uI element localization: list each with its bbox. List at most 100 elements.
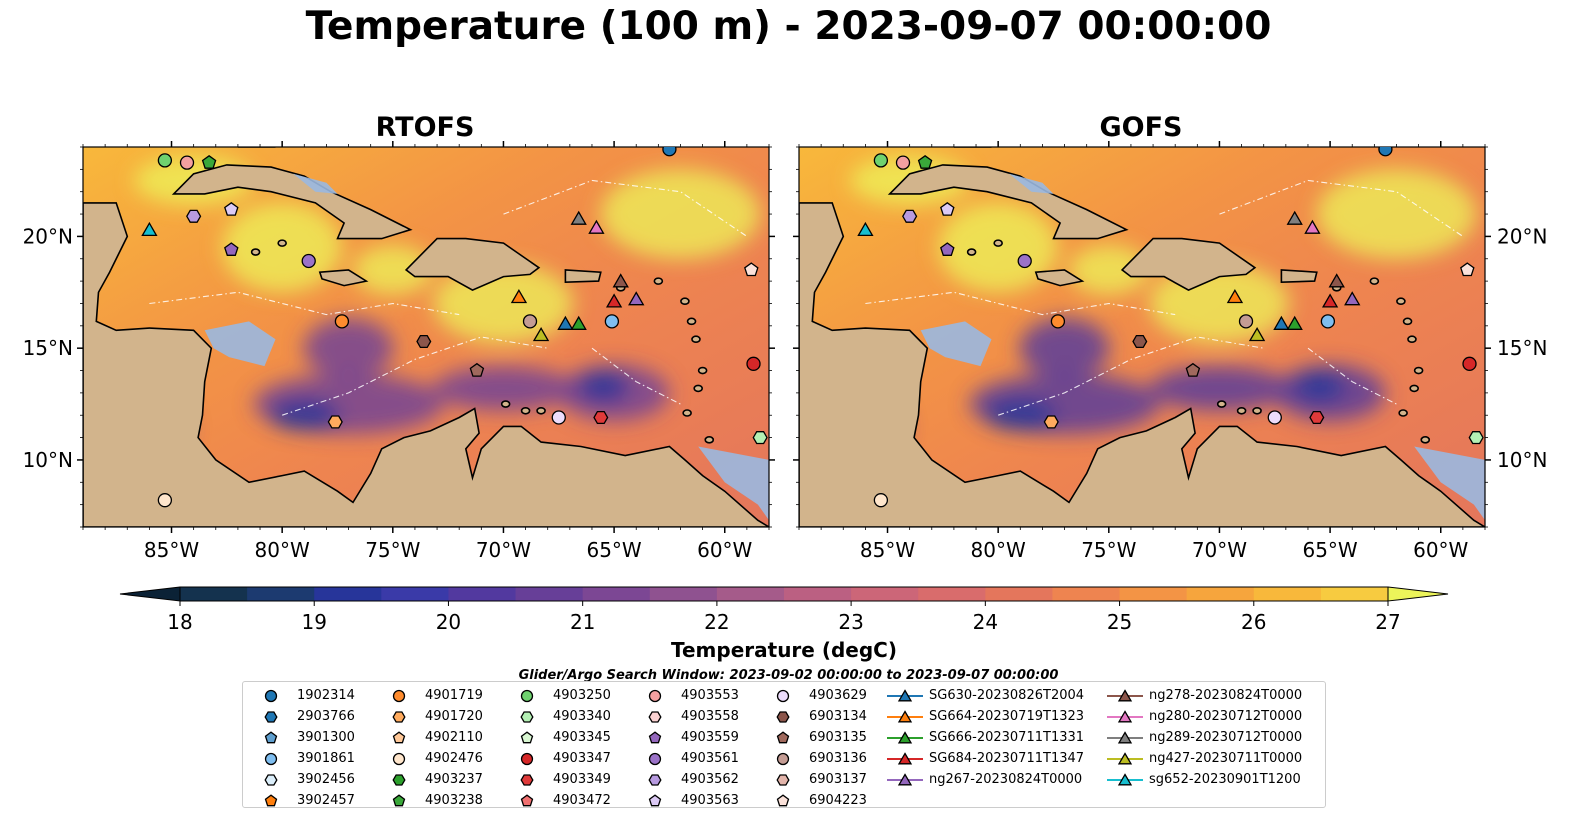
marker-ng427-20230711T0000 — [1248, 327, 1266, 342]
legend-label: 3901861 — [297, 751, 355, 766]
marker-SG630-20230826T2004 — [557, 315, 574, 330]
jamaica — [1034, 269, 1085, 287]
marker-4902476 — [873, 493, 889, 508]
legend-label: 4903559 — [681, 730, 739, 745]
x-tick-label: 85°W — [860, 538, 915, 562]
legend-marker — [520, 752, 534, 766]
colorbar-segment — [180, 587, 248, 601]
marker-4901720 — [1043, 415, 1059, 429]
legend-label: 4902476 — [425, 751, 483, 766]
legend-label: 1902314 — [297, 688, 355, 703]
marker-4903563 — [940, 201, 955, 216]
marker-1902314 — [662, 147, 677, 157]
legend-label: ng278-20230824T0000 — [1149, 688, 1303, 703]
marker-SG664-20230719T1323 — [510, 289, 528, 304]
colorbar-segment — [1253, 587, 1322, 601]
colorbar-segment — [1052, 587, 1121, 601]
shallow-shelf-gofs — [920, 173, 1485, 521]
marker-ng280-20230712T0000 — [1304, 219, 1321, 234]
legend-label: 3902457 — [297, 793, 355, 808]
legend-label: 4903347 — [553, 751, 611, 766]
colorbar-tick-label: 26 — [1241, 610, 1266, 634]
colorbar-tick-label: 27 — [1375, 610, 1400, 634]
marker-sg652-20230901T1200 — [857, 221, 874, 237]
legend-label: 4902110 — [425, 730, 483, 745]
colorbar-segment — [851, 587, 919, 601]
legend-label: 4903340 — [553, 709, 611, 724]
x-tick-label: 80°W — [255, 538, 310, 562]
marker-ng289-20230712T0000 — [1286, 210, 1303, 225]
marker-4903553 — [179, 155, 195, 170]
jamaica — [318, 269, 369, 287]
legend-marker — [392, 689, 406, 703]
marker-SG684-20230711T1347 — [605, 293, 623, 308]
marker-6904223 — [1460, 262, 1475, 277]
legend-label: 4903345 — [553, 730, 611, 745]
marker-4903250 — [873, 153, 889, 168]
legend-label: 4903629 — [809, 688, 867, 703]
marker-4903553 — [895, 155, 911, 170]
legend-label: 4903238 — [425, 793, 483, 808]
marker-SG666-20230711T1331 — [570, 315, 587, 330]
legend-marker — [520, 711, 534, 723]
marker-4901719 — [1050, 314, 1066, 329]
legend-label: ng427-20230711T0000 — [1149, 751, 1303, 766]
marker-3901861 — [604, 314, 620, 329]
marker-4903563 — [224, 201, 239, 216]
marker-6903136 — [522, 314, 538, 329]
cuba — [171, 164, 413, 240]
hispaniola — [1120, 237, 1257, 291]
marker-6903136 — [1238, 314, 1254, 329]
y-tick-label: 15°N — [1497, 336, 1547, 360]
shallow-shelf-rtofs — [204, 173, 769, 521]
legend-label: 4903250 — [553, 688, 611, 703]
legend-marker — [264, 752, 278, 766]
legend-marker — [897, 710, 913, 723]
marker-4903349 — [1309, 410, 1325, 425]
colorbar-tick-label: 18 — [167, 610, 192, 634]
legend-label: 2903766 — [297, 709, 355, 724]
colorbar-tick-label: 19 — [301, 610, 326, 634]
marker-4903250 — [157, 153, 173, 168]
legend: 1902314 2903766 3901300 3901861 3902456 39024… — [242, 681, 1326, 808]
legend-marker — [1117, 773, 1133, 786]
legend-marker — [648, 711, 662, 723]
colorbar-tick-label: 20 — [436, 610, 461, 634]
legend-label: 4901720 — [425, 709, 483, 724]
mainland — [83, 202, 769, 527]
colorbar-segment — [918, 587, 986, 601]
colorbar-segment — [247, 587, 315, 601]
legend-label: SG684-20230711T1347 — [929, 751, 1085, 766]
marker-SG684-20230711T1347 — [1321, 293, 1339, 308]
legend-label: ng280-20230712T0000 — [1149, 709, 1303, 724]
colorbar-tick-label: 25 — [1107, 610, 1132, 634]
legend-marker — [776, 731, 790, 744]
legend-marker — [776, 794, 790, 807]
figure-title: Temperature (100 m) - 2023-09-07 00:00:0… — [305, 4, 1272, 49]
legend-label: ng289-20230712T0000 — [1149, 730, 1303, 745]
x-tick-label: 85°W — [144, 538, 199, 562]
legend-label: 4903472 — [553, 793, 611, 808]
colorbar-segment — [784, 587, 852, 601]
marker-6903135 — [1185, 362, 1201, 377]
legend-label: ng267-20230824T0000 — [929, 772, 1083, 787]
legend-marker — [392, 752, 406, 766]
colorbar-extend-low — [119, 586, 181, 602]
marker-ng267-20230824T0000 — [1344, 291, 1361, 306]
marker-4903349 — [593, 410, 609, 425]
marker-4903562 — [186, 209, 202, 223]
legend-marker — [1117, 689, 1133, 702]
x-tick-label: 75°W — [365, 538, 420, 562]
legend-marker — [897, 689, 913, 702]
marker-ng427-20230711T0000 — [532, 327, 550, 342]
legend-marker — [264, 689, 278, 703]
boundary-lines-rtofs — [149, 179, 748, 416]
legend-marker — [776, 774, 790, 786]
x-tick-label: 80°W — [971, 538, 1026, 562]
colorbar-segment — [1119, 587, 1188, 601]
legend-label: 3902456 — [297, 772, 355, 787]
marker-SG630-20230826T2004 — [1273, 315, 1290, 330]
map-panel-rtofs: 85°W 80°W 75°W 70°W 65°W 60°W 10°N 15°N 20°N — [23, 141, 775, 562]
marker-4903629 — [551, 410, 566, 425]
